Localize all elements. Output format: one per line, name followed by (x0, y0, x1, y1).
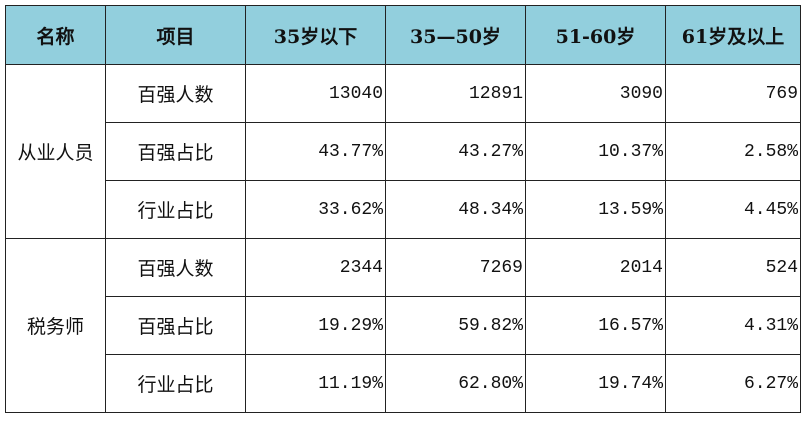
header-cell: 35—50岁 (385, 5, 526, 65)
value-cell: 4.45% (665, 180, 801, 239)
value-cell: 4.31% (665, 296, 801, 355)
value-cell: 59.82% (385, 296, 526, 355)
item-cell: 百强人数 (105, 64, 246, 123)
value-cell: 2.58% (665, 122, 801, 181)
value-cell: 12891 (385, 64, 526, 123)
value-cell: 19.74% (525, 354, 666, 413)
table-row: 行业占比 33.62% 48.34% 13.59% 4.45% (6, 180, 801, 239)
header-cell: 51-60岁 (525, 5, 666, 65)
group-name: 税务师 (5, 238, 106, 413)
value-cell: 524 (665, 238, 801, 297)
value-cell: 2344 (245, 238, 386, 297)
value-cell: 48.34% (385, 180, 526, 239)
value-cell: 13040 (245, 64, 386, 123)
value-cell: 13.59% (525, 180, 666, 239)
value-cell: 7269 (385, 238, 526, 297)
table-row: 百强占比 19.29% 59.82% 16.57% 4.31% (6, 296, 801, 355)
value-cell: 6.27% (665, 354, 801, 413)
value-cell: 2014 (525, 238, 666, 297)
header-cell: 名称 (5, 5, 106, 65)
header-cell: 35岁以下 (245, 5, 386, 65)
header-row: 名称 项目 35岁以下 35—50岁 51-60岁 61岁及以上 (5, 5, 801, 65)
table-row: 行业占比 11.19% 62.80% 19.74% 6.27% (6, 354, 801, 413)
value-cell: 3090 (525, 64, 666, 123)
table-body: 从业人员 百强人数 13040 12891 3090 769 百强占比 43.77% 43.27… (5, 64, 801, 413)
item-cell: 百强人数 (105, 238, 246, 297)
item-cell: 行业占比 (105, 180, 246, 239)
value-cell: 43.77% (245, 122, 386, 181)
value-cell: 19.29% (245, 296, 386, 355)
item-cell: 行业占比 (105, 354, 246, 413)
value-cell: 769 (665, 64, 801, 123)
item-cell: 百强占比 (105, 122, 246, 181)
item-cell: 百强占比 (105, 296, 246, 355)
table-row: 从业人员 百强人数 13040 12891 3090 769 (5, 64, 801, 239)
data-table: 名称 项目 35岁以下 35—50岁 51-60岁 61岁及以上 从业人员 百强人数 1304… (5, 5, 801, 413)
value-cell: 62.80% (385, 354, 526, 413)
value-cell: 11.19% (245, 354, 386, 413)
table-row: 百强占比 43.77% 43.27% 10.37% 2.58% (6, 122, 801, 181)
header-cell: 61岁及以上 (665, 5, 801, 65)
value-cell: 33.62% (245, 180, 386, 239)
value-cell: 16.57% (525, 296, 666, 355)
value-cell: 43.27% (385, 122, 526, 181)
value-cell: 10.37% (525, 122, 666, 181)
group-name: 从业人员 (5, 64, 106, 239)
table-row: 税务师 百强人数 2344 7269 2014 524 (5, 238, 801, 413)
header-cell: 项目 (105, 5, 246, 65)
